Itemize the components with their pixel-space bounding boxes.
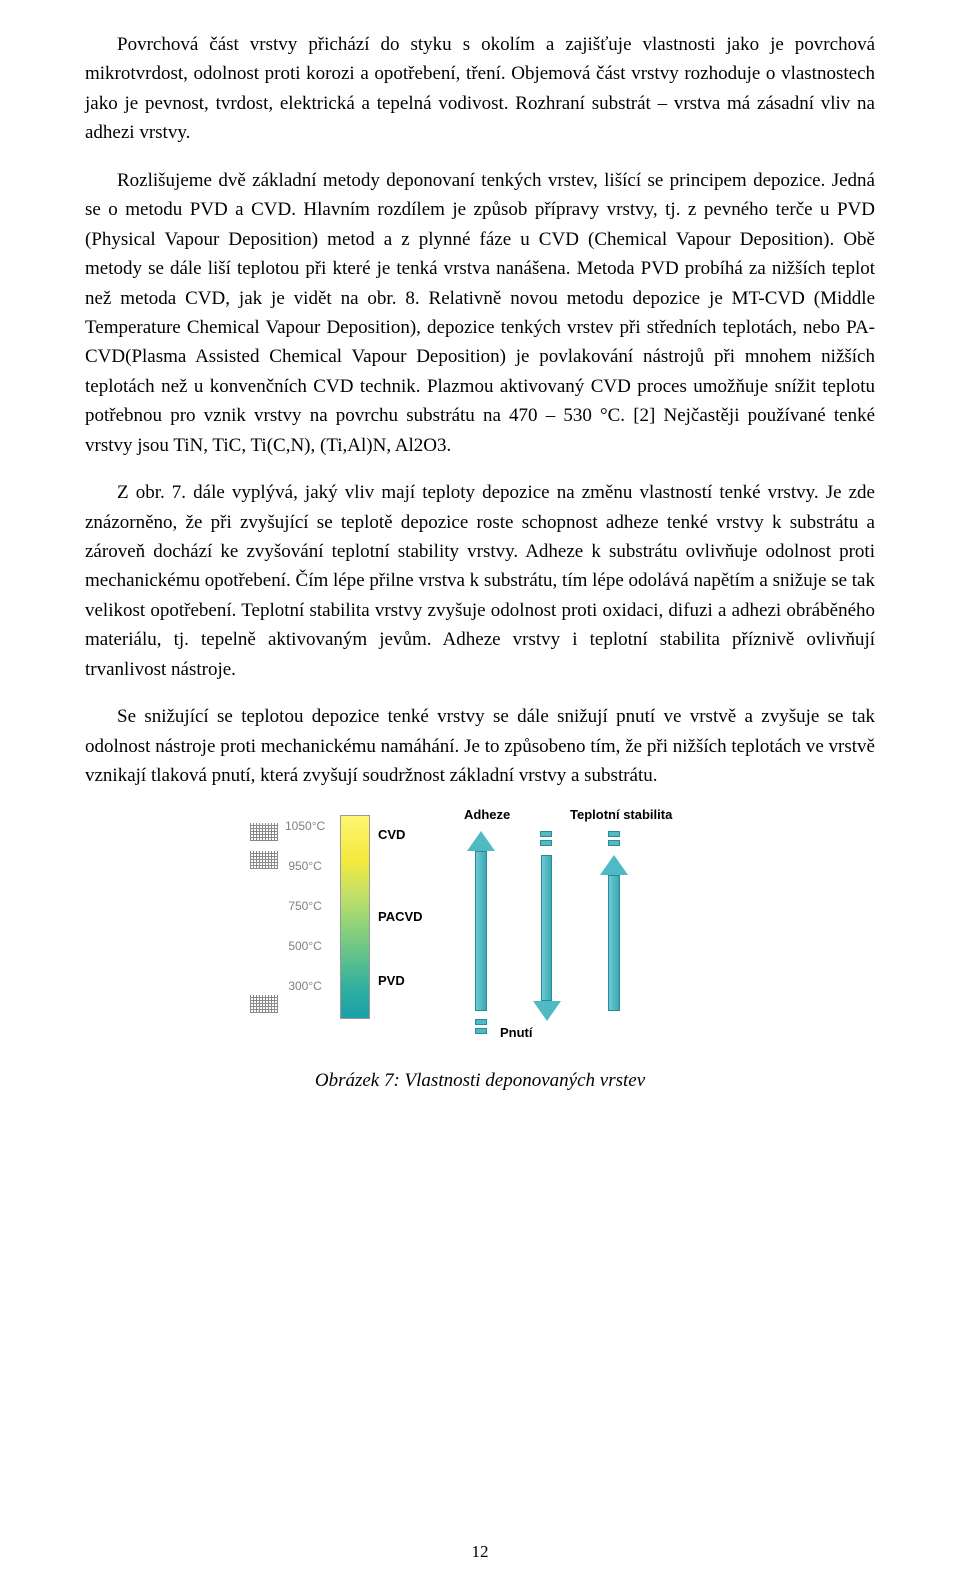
adheze-small-bars — [475, 1019, 487, 1037]
temperature-scale: 1050°C 950°C 750°C 500°C 300°C — [285, 819, 325, 1019]
pnuti-small-bars-top — [540, 831, 552, 849]
paragraph-2: Rozlišujeme dvě základní metody deponova… — [85, 166, 875, 460]
figure-caption: Obrázek 7: Vlastnosti deponovaných vrste… — [85, 1070, 875, 1092]
temp-950: 950°C — [285, 859, 325, 899]
col-pnuti: Pnutí — [500, 1025, 533, 1040]
substrate-icon — [250, 823, 278, 841]
paragraph-4: Se snižující se teplotou depozice tenké … — [85, 702, 875, 790]
col-adheze: Adheze — [464, 807, 510, 822]
tepstab-arrow-shaft — [608, 875, 620, 1011]
temperature-gradient-bar — [340, 815, 370, 1019]
page-number: 12 — [0, 1542, 960, 1562]
col-tepstab: Teplotní stabilita — [570, 807, 672, 822]
temp-500: 500°C — [285, 939, 325, 979]
substrate-icon — [250, 995, 278, 1013]
label-cvd: CVD — [378, 827, 405, 842]
adheze-arrow-shaft — [475, 851, 487, 1011]
pnuti-arrow-shaft — [541, 855, 552, 1001]
temp-750: 750°C — [285, 899, 325, 939]
arrow-up-icon — [600, 855, 628, 875]
substrate-icon — [250, 851, 278, 869]
label-pvd: PVD — [378, 973, 405, 988]
arrow-down-icon — [533, 1001, 561, 1021]
label-pacvd: PACVD — [378, 909, 423, 924]
paragraph-1: Povrchová část vrstvy přichází do styku … — [85, 30, 875, 148]
temp-1050: 1050°C — [285, 819, 325, 859]
paragraph-3: Z obr. 7. dále vyplývá, jaký vliv mají t… — [85, 478, 875, 684]
arrow-up-icon — [467, 831, 495, 851]
figure-7: 1050°C 950°C 750°C 500°C 300°C CVD PACVD… — [85, 809, 875, 1092]
temp-300: 300°C — [285, 979, 325, 1019]
tepstab-small-bars-top — [608, 831, 620, 849]
